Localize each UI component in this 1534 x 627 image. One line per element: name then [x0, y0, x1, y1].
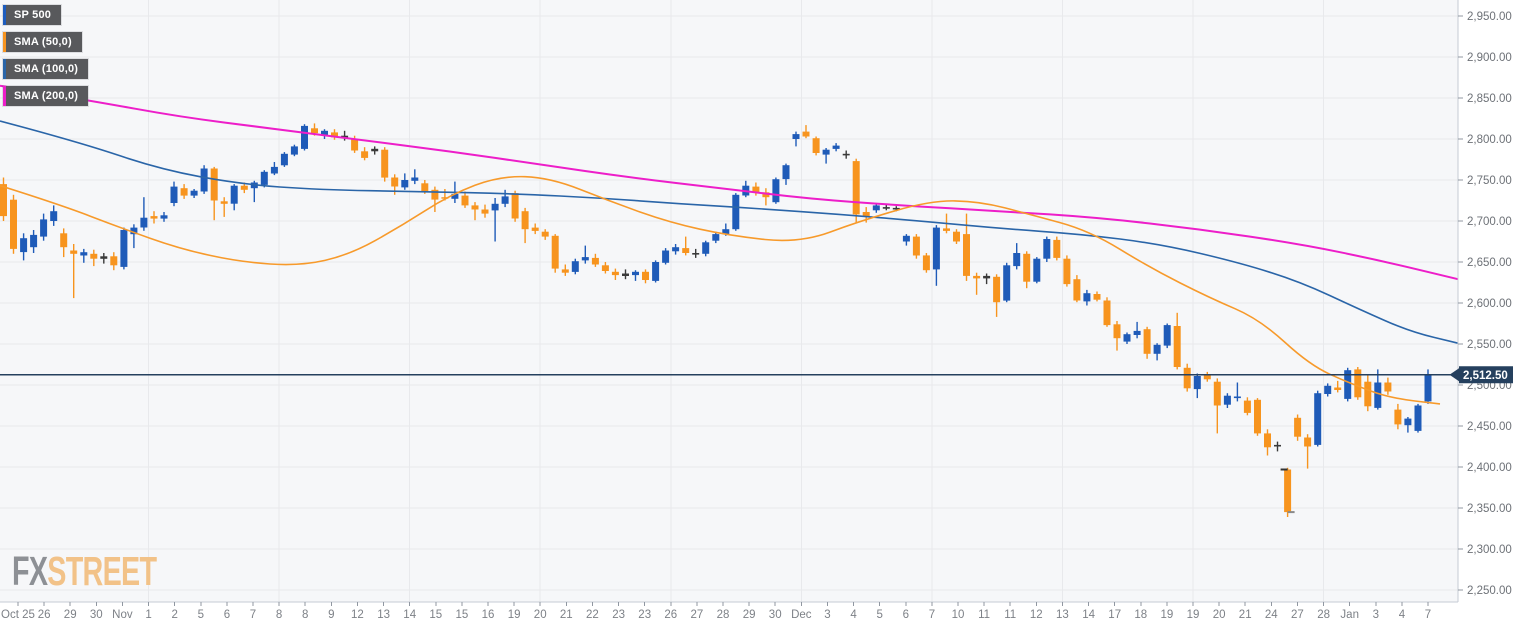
y-axis-label: 2,700.00: [1467, 216, 1512, 228]
x-axis-label: 5: [198, 609, 204, 621]
y-gridlines: [0, 15, 1458, 591]
x-axis-label: 29: [64, 609, 77, 621]
x-axis-label: 10: [952, 609, 965, 621]
x-axis-label: 5: [876, 609, 882, 621]
x-axis-label: 1: [145, 609, 151, 621]
x-axis-label: 14: [1082, 609, 1095, 621]
candlestick-series: [0, 123, 1432, 517]
y-axis-label: 2,600.00: [1467, 298, 1512, 310]
x-axis-label: 12: [351, 609, 364, 621]
x-axis-label: 26: [664, 609, 677, 621]
x-axis-label: 29: [743, 609, 756, 621]
x-axis-label: 27: [1291, 609, 1304, 621]
x-axis-label: 6: [224, 609, 230, 621]
x-axis-label: 30: [769, 609, 782, 621]
x-axis-label: 19: [508, 609, 521, 621]
x-axis-label: 26: [38, 609, 51, 621]
sma100-line: [0, 120, 1459, 344]
legend-label: SMA (100,0): [14, 63, 79, 75]
x-axis-label: 20: [1213, 609, 1226, 621]
x-axis-label: 8: [302, 609, 308, 621]
x-axis-label: Oct 25: [1, 609, 35, 621]
x-axis-label: 15: [429, 609, 442, 621]
x-axis-label: 28: [717, 609, 730, 621]
y-axis-label: 2,750.00: [1467, 175, 1512, 187]
indicator-legend: SP 500 SMA (50,0) SMA (100,0) SMA (200,0…: [3, 5, 89, 113]
y-axis-label: 2,400.00: [1467, 462, 1512, 474]
x-axis-label: 27: [691, 609, 704, 621]
x-axis-label: 7: [929, 609, 935, 621]
y-axis-label: 2,850.00: [1467, 93, 1512, 105]
x-axis-label: 11: [978, 609, 990, 621]
x-axis-label: Jan: [1340, 609, 1359, 621]
sma200-line: [0, 84, 1459, 281]
current-price-tag[interactable]: 2,512.50: [1449, 366, 1514, 384]
x-axis-label: 12: [1030, 609, 1043, 621]
legend-chip-sma200[interactable]: SMA (200,0): [3, 86, 89, 106]
x-axis-label: 20: [534, 609, 547, 621]
x-axis[interactable]: Oct 25 26 29 30 Nov 1 2 5 6 7 8 8 9 12 13 14 15 15 16 19 20 2…: [1, 602, 1431, 621]
sma50-line: [0, 175, 1441, 405]
x-axis-label: 11: [1004, 609, 1016, 621]
x-axis-label: 2: [171, 609, 177, 621]
y-axis-label: 2,900.00: [1467, 52, 1512, 64]
x-axis-label: 7: [250, 609, 256, 621]
x-axis-label: 15: [456, 609, 469, 621]
x-axis-label: 3: [824, 609, 830, 621]
x-axis-label: 21: [560, 609, 573, 621]
x-axis-label: 9: [328, 609, 334, 621]
legend-chip-sma100[interactable]: SMA (100,0): [3, 59, 89, 79]
x-axis-label: Dec: [791, 609, 812, 621]
y-axis-label: 2,300.00: [1467, 544, 1512, 556]
y-axis-label: 2,250.00: [1467, 585, 1512, 597]
x-axis-label: 21: [1239, 609, 1252, 621]
series-color-bar: [3, 32, 6, 52]
x-axis-label: 28: [1317, 609, 1330, 621]
x-axis-label: 16: [482, 609, 495, 621]
series-color-bar: [3, 59, 6, 79]
fxstreet-logo-street: STREET: [47, 548, 157, 594]
y-axis-label: 2,950.00: [1467, 11, 1512, 23]
x-axis-label: 7: [1425, 609, 1431, 621]
y-axis-label: 2,650.00: [1467, 257, 1512, 269]
current-price-label: 2,512.50: [1463, 370, 1508, 382]
x-axis-label: 23: [638, 609, 651, 621]
plot-background: [0, 0, 1458, 602]
fxstreet-logo: FXSTREET: [12, 548, 157, 595]
x-axis-label: 18: [1134, 609, 1147, 621]
legend-chip-sma50[interactable]: SMA (50,0): [3, 32, 82, 52]
y-axis[interactable]: 2,950.00 2,900.00 2,850.00 2,800.00 2,750.00…: [1458, 11, 1512, 597]
legend-label: SMA (50,0): [14, 36, 72, 48]
y-axis-label: 2,550.00: [1467, 339, 1512, 351]
x-axis-label: Nov: [112, 609, 133, 621]
x-axis-label: 19: [1187, 609, 1200, 621]
x-axis-label: 3: [1373, 609, 1379, 621]
x-axis-label: 13: [1056, 609, 1069, 621]
x-axis-label: 14: [403, 609, 416, 621]
plot-border: [0, 0, 1459, 603]
y-axis-label: 2,350.00: [1467, 503, 1512, 515]
y-axis-label: 2,450.00: [1467, 421, 1512, 433]
x-axis-label: 13: [377, 609, 390, 621]
x-axis-label: 24: [1265, 609, 1278, 621]
x-axis-label: 6: [903, 609, 909, 621]
legend-label: SP 500: [14, 9, 52, 21]
legend-label: SMA (200,0): [14, 90, 79, 102]
y-axis-label: 2,800.00: [1467, 134, 1512, 146]
series-color-bar: [3, 86, 6, 106]
x-axis-label: 22: [586, 609, 599, 621]
x-gridlines: [148, 0, 1325, 602]
x-axis-label: 19: [1161, 609, 1174, 621]
x-axis-label: 8: [276, 609, 282, 621]
x-axis-label: 17: [1108, 609, 1121, 621]
x-axis-label: 30: [90, 609, 103, 621]
legend-chip-sp500[interactable]: SP 500: [3, 5, 62, 25]
x-axis-label: 23: [612, 609, 625, 621]
x-axis-label: 4: [1399, 609, 1406, 621]
fxstreet-logo-fx: FX: [12, 548, 48, 594]
series-color-bar: [3, 5, 6, 25]
x-axis-label: 4: [850, 609, 857, 621]
